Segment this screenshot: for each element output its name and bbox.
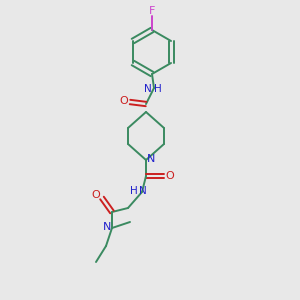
Text: N: N [144, 84, 152, 94]
Text: H: H [130, 186, 138, 196]
Text: H: H [154, 84, 162, 94]
Text: F: F [149, 6, 155, 16]
Text: O: O [166, 171, 174, 181]
Text: O: O [92, 190, 100, 200]
Text: N: N [139, 186, 147, 196]
Text: N: N [103, 222, 111, 232]
Text: N: N [147, 154, 155, 164]
Text: O: O [120, 96, 128, 106]
